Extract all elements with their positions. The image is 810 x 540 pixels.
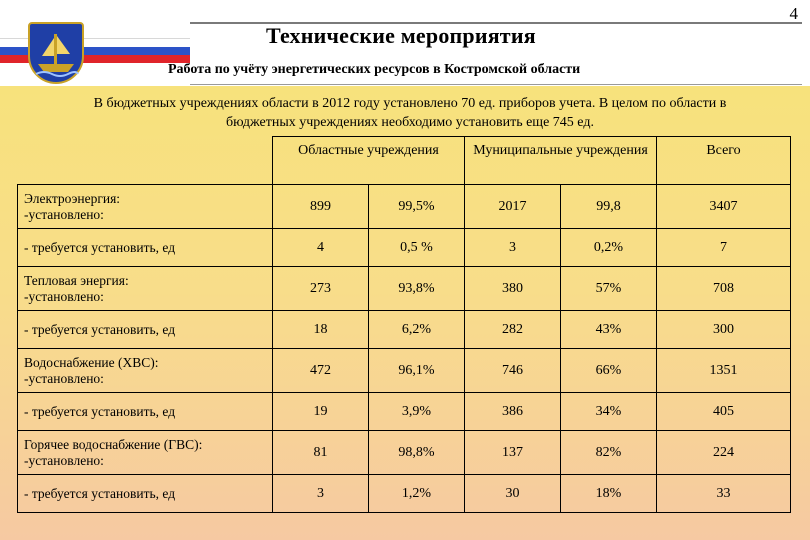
row-label-line-1: - требуется установить, ед bbox=[24, 321, 176, 337]
cell-reg-pct: 6,2% bbox=[368, 310, 465, 349]
table-header-row: Областные учреждения Муниципальные учреж… bbox=[17, 136, 792, 185]
cell-mun: 386 bbox=[464, 392, 561, 431]
cell-mun: 137 bbox=[464, 430, 561, 475]
row-label: Электроэнергия: -установлено: bbox=[17, 184, 273, 229]
cell-total: 300 bbox=[656, 310, 792, 349]
row-label-line-1: Водоснабжение (ХВС): bbox=[24, 354, 159, 370]
cell-mun-pct: 43% bbox=[559, 310, 658, 349]
cell-mun-pct: 34% bbox=[559, 392, 658, 431]
table-row: - требуется установить, ед 18 6,2% 282 43% 30… bbox=[17, 310, 792, 349]
intro-text: В бюджетных учреждениях области в 2012 г… bbox=[30, 94, 790, 132]
intro-line-2: бюджетных учреждениях необходимо установ… bbox=[226, 115, 594, 130]
header-regional: Областные учреждения bbox=[272, 136, 465, 185]
page-number: 4 bbox=[789, 4, 799, 23]
row-label-line-1: - требуется установить, ед bbox=[24, 239, 176, 255]
cell-total: 1351 bbox=[656, 348, 792, 393]
row-label: Тепловая энергия: -установлено: bbox=[17, 266, 273, 311]
cell-mun: 282 bbox=[464, 310, 561, 349]
table-row: Водоснабжение (ХВС): -установлено: 472 96,1… bbox=[17, 348, 792, 393]
metering-table: Областные учреждения Муниципальные учреж… bbox=[17, 136, 792, 513]
row-label: - требуется установить, ед bbox=[17, 474, 273, 513]
row-label-line-2: -установлено: bbox=[24, 206, 104, 222]
cell-reg-pct: 3,9% bbox=[368, 392, 465, 431]
cell-mun: 30 bbox=[464, 474, 561, 513]
table-row: Тепловая энергия: -установлено: 273 93,8% 38… bbox=[17, 266, 792, 311]
cell-reg: 81 bbox=[272, 430, 369, 475]
table-row: - требуется установить, ед 19 3,9% 386 34% 40… bbox=[17, 392, 792, 431]
row-label-line-1: Горячее водоснабжение (ГВС): bbox=[24, 436, 203, 452]
row-label-line-2: -установлено: bbox=[24, 370, 104, 386]
cell-total: 3407 bbox=[656, 184, 792, 229]
cell-mun-pct: 66% bbox=[559, 348, 658, 393]
cell-mun-pct: 82% bbox=[559, 430, 658, 475]
cell-reg-pct: 1,2% bbox=[368, 474, 465, 513]
russian-flag-stripes bbox=[0, 38, 190, 63]
header-top-rule bbox=[190, 22, 802, 24]
row-label: - требуется установить, ед bbox=[17, 392, 273, 431]
cell-reg-pct: 96,1% bbox=[368, 348, 465, 393]
cell-reg: 3 bbox=[272, 474, 369, 513]
row-label: - требуется установить, ед bbox=[17, 228, 273, 267]
cell-reg-pct: 0,5 % bbox=[368, 228, 465, 267]
row-label-line-2: -установлено: bbox=[24, 288, 104, 304]
header-municipal: Муниципальные учреждения bbox=[463, 136, 658, 185]
row-label-line-1: - требуется установить, ед bbox=[24, 485, 176, 501]
cell-mun-pct: 18% bbox=[559, 474, 658, 513]
cell-reg: 4 bbox=[272, 228, 369, 267]
cell-reg: 273 bbox=[272, 266, 369, 311]
header-empty-cell bbox=[17, 136, 273, 185]
cell-reg: 18 bbox=[272, 310, 369, 349]
table-row: - требуется установить, ед 3 1,2% 30 18% 33 bbox=[17, 474, 792, 513]
page-title: Технические мероприятия bbox=[266, 23, 536, 48]
cell-mun: 380 bbox=[464, 266, 561, 311]
table-row: Горячее водоснабжение (ГВС): -установлено… bbox=[17, 430, 792, 475]
row-label-line-1: - требуется установить, ед bbox=[24, 403, 176, 419]
header-total: Всего bbox=[656, 136, 792, 185]
row-label-line-2: -установлено: bbox=[24, 452, 104, 468]
cell-total: 33 bbox=[656, 474, 792, 513]
table-row: Электроэнергия: -установлено: 899 99,5% 2017… bbox=[17, 184, 792, 229]
kostroma-coat-of-arms-logo bbox=[28, 22, 84, 84]
cell-reg-pct: 98,8% bbox=[368, 430, 465, 475]
cell-reg-pct: 99,5% bbox=[368, 184, 465, 229]
intro-line-1: В бюджетных учреждениях области в 2012 г… bbox=[93, 96, 727, 111]
cell-mun: 2017 bbox=[464, 184, 561, 229]
row-label: Горячее водоснабжение (ГВС): -установлено… bbox=[17, 430, 273, 475]
cell-mun-pct: 0,2% bbox=[559, 228, 658, 267]
table-row: - требуется установить, ед 4 0,5 % 3 0,2% 7 bbox=[17, 228, 792, 267]
header-bottom-rule bbox=[190, 84, 802, 85]
cell-mun-pct: 99,8 bbox=[559, 184, 658, 229]
row-label-line-1: Тепловая энергия: bbox=[24, 272, 129, 288]
cell-mun-pct: 57% bbox=[559, 266, 658, 311]
cell-total: 224 bbox=[656, 430, 792, 475]
cell-total: 7 bbox=[656, 228, 792, 267]
cell-total: 405 bbox=[656, 392, 792, 431]
page-subtitle: Работа по учёту энергетических ресурсов … bbox=[168, 62, 581, 77]
cell-reg: 899 bbox=[272, 184, 369, 229]
cell-reg: 19 bbox=[272, 392, 369, 431]
cell-total: 708 bbox=[656, 266, 792, 311]
cell-reg-pct: 93,8% bbox=[368, 266, 465, 311]
cell-reg: 472 bbox=[272, 348, 369, 393]
cell-mun: 746 bbox=[464, 348, 561, 393]
row-label-line-1: Электроэнергия: bbox=[24, 190, 121, 206]
cell-mun: 3 bbox=[464, 228, 561, 267]
row-label: Водоснабжение (ХВС): -установлено: bbox=[17, 348, 273, 393]
row-label: - требуется установить, ед bbox=[17, 310, 273, 349]
